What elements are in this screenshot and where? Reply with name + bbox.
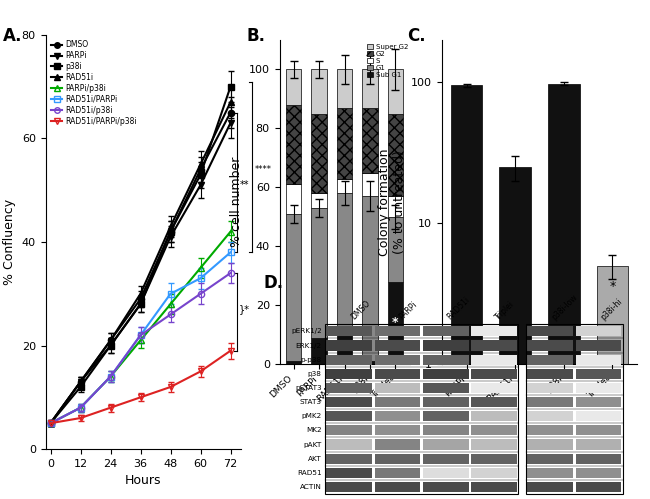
Text: }*: }*: [239, 304, 250, 314]
Y-axis label: % Confluency: % Confluency: [3, 199, 16, 285]
Text: B.: B.: [247, 27, 266, 45]
Y-axis label: Colony formation
(% to untreated): Colony formation (% to untreated): [378, 148, 406, 256]
Bar: [388, 196, 403, 217]
Text: PARPi: PARPi: [397, 300, 419, 322]
Bar: [388, 217, 403, 282]
Bar: [337, 193, 352, 335]
Bar: [311, 338, 327, 364]
Legend: Super G2, G2, S, G1, Sub G1: Super G2, G2, S, G1, Sub G1: [366, 43, 409, 79]
Bar: [362, 108, 378, 173]
Bar: [311, 114, 327, 193]
Bar: [311, 208, 327, 338]
Text: p-p38: p-p38: [300, 357, 322, 363]
Text: RAD51i: RAD51i: [446, 295, 472, 322]
X-axis label: Hours: Hours: [125, 475, 161, 488]
Text: pMK2: pMK2: [302, 413, 322, 419]
Bar: [286, 185, 301, 214]
Text: ACTIN: ACTIN: [300, 484, 322, 490]
Bar: [499, 167, 531, 499]
Bar: [286, 69, 301, 105]
Bar: [388, 282, 403, 364]
Y-axis label: % cell number: % cell number: [230, 157, 243, 248]
Text: DMSO: DMSO: [349, 299, 372, 322]
Bar: [337, 179, 352, 193]
Text: p38i-hi: p38i-hi: [599, 297, 623, 322]
Text: *: *: [392, 316, 398, 329]
Bar: [337, 69, 352, 108]
Bar: [362, 196, 378, 361]
Text: C.: C.: [407, 27, 426, 45]
Bar: [362, 173, 378, 196]
Bar: [311, 69, 327, 114]
Bar: [286, 214, 301, 361]
Bar: [597, 266, 628, 499]
Text: MK2: MK2: [306, 427, 322, 434]
Bar: [337, 335, 352, 364]
Bar: [286, 105, 301, 185]
Text: ERK1/2: ERK1/2: [296, 342, 322, 349]
Text: pAKT: pAKT: [304, 442, 322, 448]
Text: AKT: AKT: [308, 456, 322, 462]
Bar: [362, 69, 378, 108]
Bar: [286, 361, 301, 364]
Text: pERK1/2: pERK1/2: [291, 328, 322, 334]
Bar: [451, 85, 482, 499]
Text: p38i-low: p38i-low: [550, 292, 580, 322]
Bar: [548, 84, 580, 499]
Bar: [388, 114, 403, 196]
Bar: [337, 108, 352, 179]
Text: D.: D.: [263, 274, 283, 292]
Bar: [362, 361, 378, 364]
Text: RAD51: RAD51: [297, 470, 322, 476]
Text: A.: A.: [3, 26, 22, 44]
Bar: [311, 193, 327, 208]
Bar: [388, 69, 403, 114]
Text: **: **: [239, 180, 249, 190]
Text: STAT3: STAT3: [300, 399, 322, 405]
Text: Triplei: Triplei: [494, 299, 517, 322]
Text: pSTAT3: pSTAT3: [295, 385, 322, 391]
Text: *: *: [609, 280, 616, 293]
Legend: DMSO, PARPi, p38i, RAD51i, PARPi/p38i, RAD51i/PARPi, RAD51i/p38i, RAD51i/PARPi/p: DMSO, PARPi, p38i, RAD51i, PARPi/p38i, R…: [49, 39, 138, 127]
Text: p38: p38: [308, 371, 322, 377]
Text: ****: ****: [254, 165, 271, 174]
